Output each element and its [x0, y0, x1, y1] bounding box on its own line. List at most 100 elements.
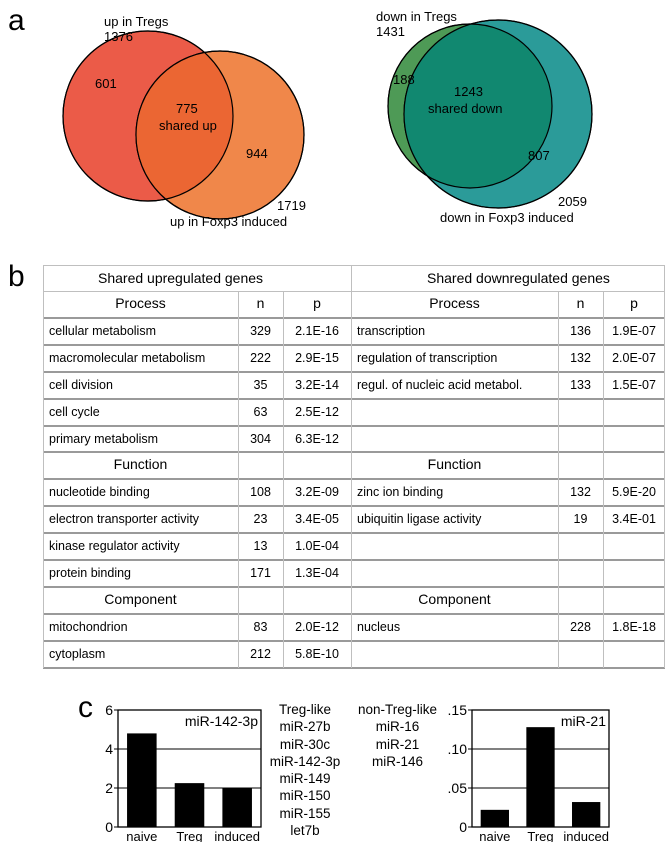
table-cell: 19 — [573, 512, 588, 527]
table-cell: 1.0E-04 — [295, 539, 339, 554]
bar — [222, 788, 252, 827]
table-cell: nucleus — [357, 619, 401, 634]
y-tick-label: 0 — [459, 819, 467, 835]
bar — [127, 733, 157, 827]
venn-up-left-title: up in Tregs — [104, 14, 169, 29]
table-rule — [43, 344, 665, 346]
table-cell: cell cycle — [49, 404, 100, 419]
table-cell: 132 — [570, 350, 591, 365]
table-rule — [43, 265, 44, 668]
x-tick-label: Treg — [527, 829, 553, 842]
treg-like-item: let7b — [290, 823, 320, 839]
table-cell: 2.5E-12 — [295, 404, 339, 419]
y-tick-label: 0 — [105, 819, 113, 835]
bar — [480, 809, 509, 827]
treg-like-item: miR-155 — [279, 805, 331, 821]
venn-up-overlap-count: 775 — [176, 101, 198, 116]
x-tick-label: induced — [563, 829, 609, 842]
treg-like-item: miR-149 — [279, 771, 331, 787]
treg-like-header: Treg-like — [278, 702, 331, 717]
bar — [572, 802, 601, 827]
table-section-cell: Process — [429, 295, 480, 311]
table-section-cell: Component — [418, 590, 491, 607]
table-cell: 2.0E-12 — [295, 619, 339, 634]
table-cell: 2.9E-15 — [295, 350, 339, 365]
treg-like-item: miR-142-3p — [269, 753, 341, 769]
x-tick-label: Treg — [176, 829, 202, 842]
venn-up-overlap-label: shared up — [159, 118, 217, 133]
table-cell: 108 — [250, 485, 271, 500]
bar-chart-mir-21: 0 .05 .10 .15 naive Treg induced miR-21 — [448, 702, 610, 842]
table-rule — [43, 451, 665, 453]
treg-like-list: Treg-like miR-27b miR-30c miR-142-3p miR… — [255, 701, 355, 839]
table-cell: electron transporter activity — [49, 512, 200, 527]
table-cell: 13 — [253, 539, 268, 554]
table-cell: ubiquitin ligase activity — [357, 512, 482, 527]
panel-b-letter: b — [8, 260, 25, 293]
x-tick-label: naive — [126, 829, 157, 842]
venn-up-left-total: 1376 — [104, 29, 133, 44]
table-rule — [43, 425, 665, 427]
y-tick-label: 6 — [105, 702, 113, 718]
go-enrichment-table: Shared upregulated genes Shared downregu… — [43, 265, 665, 669]
table-section-cell: Function — [113, 456, 168, 473]
venn-down-overlap-label: shared down — [428, 101, 503, 116]
table-section-cell: p — [630, 295, 638, 311]
non-treg-like-list: non-Treg-like miR-16 miR-21 miR-146 — [345, 701, 450, 770]
table-rule — [558, 291, 559, 668]
non-treg-like-item: miR-146 — [371, 753, 423, 769]
chart-title: miR-142-3p — [185, 713, 258, 729]
y-tick-label: .15 — [448, 702, 468, 718]
x-tick-label: naive — [479, 829, 510, 842]
table-rule — [351, 265, 352, 668]
table-cell: cellular metabolism — [49, 323, 156, 338]
table-cell: nucleotide binding — [49, 485, 150, 500]
table-cell: 1.3E-04 — [295, 566, 339, 580]
venn-up-right-label: up in Foxp3 induced — [170, 214, 288, 229]
table-section-cell: Function — [427, 456, 482, 473]
table-cell: transcription — [357, 323, 426, 338]
table-left-title: Shared upregulated genes — [98, 270, 264, 286]
bar — [174, 783, 205, 827]
table-cell: 35 — [253, 377, 268, 392]
table-cell: 83 — [253, 619, 268, 634]
treg-like-item: miR-27b — [279, 719, 331, 735]
table-cell: 212 — [250, 646, 271, 661]
venn-down-left-only: 188 — [393, 72, 415, 87]
venn-down-right-only: 807 — [528, 148, 550, 163]
non-treg-like-item: miR-21 — [375, 736, 420, 752]
non-treg-like-item: miR-16 — [375, 719, 420, 735]
table-cell: 5.9E-20 — [612, 485, 656, 500]
table-cell: 2.1E-16 — [295, 323, 339, 338]
venn-down-left-title: down in Tregs — [376, 9, 457, 24]
table-rule — [43, 505, 665, 507]
table-rule — [43, 532, 665, 534]
table-cell: 63 — [253, 404, 268, 419]
venn-down-right-total: 2059 — [558, 194, 587, 209]
treg-like-item: miR-30c — [279, 736, 331, 752]
table-rule — [43, 640, 665, 642]
panel-c-letter: c — [78, 691, 93, 724]
non-treg-like-header: non-Treg-like — [357, 702, 438, 717]
y-tick-label: 2 — [105, 780, 113, 796]
table-cell: 2.0E-07 — [612, 350, 656, 365]
table-cell: regulation of transcription — [357, 350, 498, 365]
table-cell: 132 — [570, 485, 591, 500]
table-cell: cell division — [49, 377, 113, 392]
table-rule — [43, 317, 665, 319]
table-cell: protein binding — [49, 566, 132, 580]
venn-down — [387, 19, 593, 209]
table-rule — [43, 667, 665, 669]
table-cell: 23 — [253, 512, 268, 527]
table-cell: zinc ion binding — [357, 485, 444, 500]
treg-like-item: miR-150 — [279, 788, 331, 804]
table-rule — [43, 478, 665, 480]
table-rule — [43, 291, 665, 292]
table-rule — [283, 291, 284, 668]
table-section-cell: n — [576, 295, 585, 311]
table-cell: kinase regulator activity — [49, 539, 180, 554]
y-tick-label: .10 — [448, 741, 468, 757]
table-rule — [43, 586, 665, 588]
table-cell: 3.4E-01 — [612, 512, 656, 527]
table-section-cell: Process — [115, 295, 166, 311]
